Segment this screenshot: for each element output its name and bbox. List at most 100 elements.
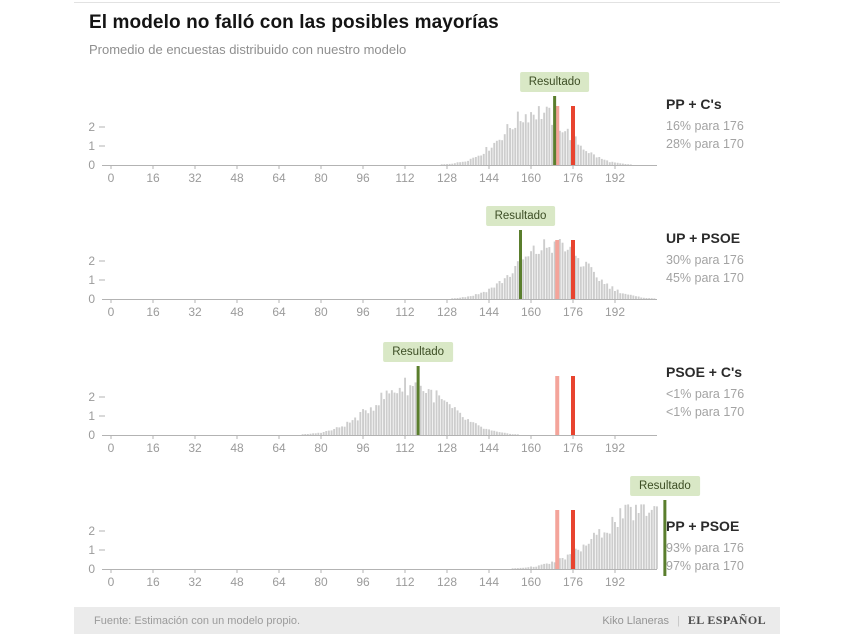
histogram-bar xyxy=(585,151,588,165)
histogram-bar xyxy=(595,534,598,569)
x-tick-label: 192 xyxy=(605,441,625,455)
histogram-bar xyxy=(593,154,595,165)
histogram-bar xyxy=(616,162,619,165)
histogram-bar xyxy=(553,241,556,299)
probability-176: 30% para 176 xyxy=(666,253,744,267)
histogram-bar xyxy=(548,107,551,165)
footer-bar: Fuente: Estimación con un modelo propio.… xyxy=(74,607,780,634)
histogram-bar xyxy=(467,160,469,165)
histogram-bar xyxy=(632,520,635,569)
histogram-bar xyxy=(506,433,509,435)
histogram-bar xyxy=(427,389,430,435)
histogram-bar xyxy=(650,509,653,569)
source-note: Fuente: Estimación con un modelo propio. xyxy=(94,614,301,627)
histogram-bar xyxy=(453,163,456,165)
histogram-bar xyxy=(621,163,624,165)
y-tick-label: 1 xyxy=(88,273,95,287)
histogram-bar xyxy=(540,250,543,299)
histogram-bar xyxy=(469,158,472,165)
histogram-bar xyxy=(333,429,336,435)
x-tick-label: 48 xyxy=(230,441,244,455)
histogram-bar xyxy=(388,393,391,435)
histogram-bar xyxy=(545,106,548,165)
histogram-bar xyxy=(509,433,511,435)
histogram-bar xyxy=(456,162,459,165)
histogram-bar xyxy=(432,402,435,435)
histogram-pp-psoe: 0 16 32 48 64 80 96 112 128 144 160 176 192 0 1 2 xyxy=(88,500,667,589)
histogram-bar xyxy=(514,127,517,165)
probability-170: 45% para 170 xyxy=(666,271,744,286)
histogram-bar xyxy=(516,111,519,165)
y-tick-label: 0 xyxy=(88,562,95,576)
histogram-bar xyxy=(543,239,546,299)
histogram-bar xyxy=(516,261,519,299)
histogram-bar xyxy=(527,256,530,299)
x-tick-label: 144 xyxy=(479,441,499,455)
histogram-bar xyxy=(635,504,637,569)
histogram-bar xyxy=(590,152,593,165)
histogram-bar xyxy=(614,291,616,299)
probability-170: <1% para 170 xyxy=(666,405,745,420)
histogram-bar xyxy=(474,157,477,165)
histogram-bar xyxy=(514,434,517,435)
histogram-bar xyxy=(566,554,569,569)
histogram-bar xyxy=(535,119,538,165)
histogram-bar xyxy=(566,249,569,299)
histogram-bar xyxy=(593,271,595,299)
x-tick-label: 176 xyxy=(563,575,583,589)
histogram-bar xyxy=(537,253,540,299)
histogram-bar xyxy=(343,426,346,435)
histogram-bar xyxy=(608,288,611,299)
histogram-bar xyxy=(472,422,475,435)
histogram-bar xyxy=(624,164,627,165)
histogram-bar xyxy=(369,407,372,435)
x-tick-label: 16 xyxy=(146,305,160,319)
histogram-bar xyxy=(514,266,517,299)
histogram-bar xyxy=(558,558,561,569)
legend-pp-psoe: PP + PSOE 93% para 176 97% para 170 xyxy=(666,518,780,575)
histogram-bar xyxy=(614,162,616,165)
histogram-bar xyxy=(629,164,632,165)
histogram-bar xyxy=(306,434,309,435)
histogram-bar xyxy=(621,293,624,299)
histogram-bar xyxy=(380,392,383,435)
chart-title: El modelo no falló con las posibles mayo… xyxy=(89,12,499,33)
histogram-bar xyxy=(587,153,590,165)
histogram-bar xyxy=(404,377,406,435)
histogram-bar xyxy=(524,256,527,299)
histogram-bar xyxy=(530,566,532,569)
histogram-bar xyxy=(551,252,553,299)
histogram-bar xyxy=(451,163,454,165)
histogram-bar xyxy=(493,142,496,165)
histogram-bar xyxy=(446,401,448,435)
histogram-bar xyxy=(495,283,498,299)
x-tick-label: 112 xyxy=(395,575,414,589)
histogram-bar xyxy=(464,161,467,165)
x-tick-label: 144 xyxy=(479,171,499,185)
histogram-bar xyxy=(453,298,456,299)
histogram-bar xyxy=(448,404,451,435)
histogram-bar xyxy=(595,277,598,299)
histogram-bar xyxy=(503,134,506,165)
histogram-bar xyxy=(619,293,622,299)
histogram-bar xyxy=(320,432,322,435)
histogram-bar xyxy=(469,421,472,435)
histogram-bar xyxy=(577,549,580,569)
histogram-bar xyxy=(656,506,658,569)
chart-subtitle: Promedio de encuestas distribuido con nu… xyxy=(89,42,407,57)
histogram-bar xyxy=(506,124,509,165)
histogram-bar xyxy=(616,527,619,569)
histogram-bar xyxy=(608,162,611,165)
histogram-bar xyxy=(590,539,593,569)
histogram-bar xyxy=(648,298,651,299)
histogram-bar xyxy=(611,516,614,569)
histogram-bar xyxy=(401,391,404,435)
histogram-bar xyxy=(558,130,561,165)
histogram-bar xyxy=(493,287,496,299)
x-tick-label: 160 xyxy=(521,575,541,589)
histogram-bar xyxy=(537,106,540,165)
histogram-bar xyxy=(474,423,477,435)
probability-176: <1% para 176 xyxy=(666,387,745,401)
histogram-bar xyxy=(503,432,506,435)
histogram-bar xyxy=(569,246,572,299)
